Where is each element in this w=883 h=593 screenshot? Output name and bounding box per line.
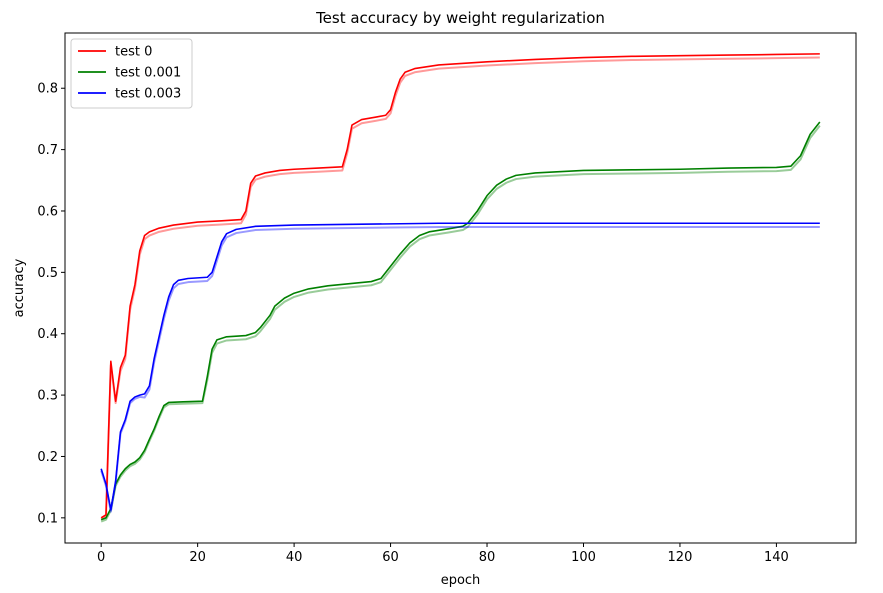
y-tick-label: 0.1 (37, 511, 58, 526)
y-axis-label: accuracy (12, 258, 27, 317)
legend: test 0 test 0.001 test 0.003 (70, 38, 193, 109)
x-tick-label: 100 (571, 550, 596, 565)
legend-label-2: test 0.003 (115, 87, 181, 102)
x-axis-label: epoch (441, 573, 481, 588)
series-line-1 (100, 121, 821, 521)
chart-title: Test accuracy by weight regularization (315, 9, 605, 27)
x-tick-label: 0 (97, 550, 105, 565)
x-tick-label: 120 (668, 550, 693, 565)
series-line-0 (100, 53, 820, 519)
y-tick-label: 0.3 (37, 389, 58, 404)
series-line-2 (100, 222, 820, 511)
legend-label-0: test 0 (115, 45, 152, 60)
y-axis: 0.1 0.2 0.3 0.4 0.5 0.6 0.7 0.8 (37, 82, 65, 526)
x-tick-label: 60 (382, 550, 399, 565)
y-tick-label: 0.8 (37, 82, 58, 97)
x-axis: 0 20 40 60 80 100 120 140 (97, 543, 789, 565)
x-tick-label: 20 (189, 550, 206, 565)
x-tick-label: 140 (764, 550, 789, 565)
y-tick-label: 0.4 (37, 327, 58, 342)
x-tick-label: 40 (286, 550, 303, 565)
y-tick-label: 0.2 (37, 450, 58, 465)
y-tick-label: 0.6 (37, 204, 58, 219)
y-tick-label: 0.5 (37, 266, 58, 281)
legend-box (70, 38, 193, 109)
series-line-0-shadow (100, 56, 820, 521)
plot-frame (64, 32, 857, 544)
legend-label-1: test 0.001 (115, 66, 181, 81)
series-group (100, 53, 821, 523)
x-tick-label: 80 (479, 550, 496, 565)
y-tick-label: 0.7 (37, 143, 58, 158)
